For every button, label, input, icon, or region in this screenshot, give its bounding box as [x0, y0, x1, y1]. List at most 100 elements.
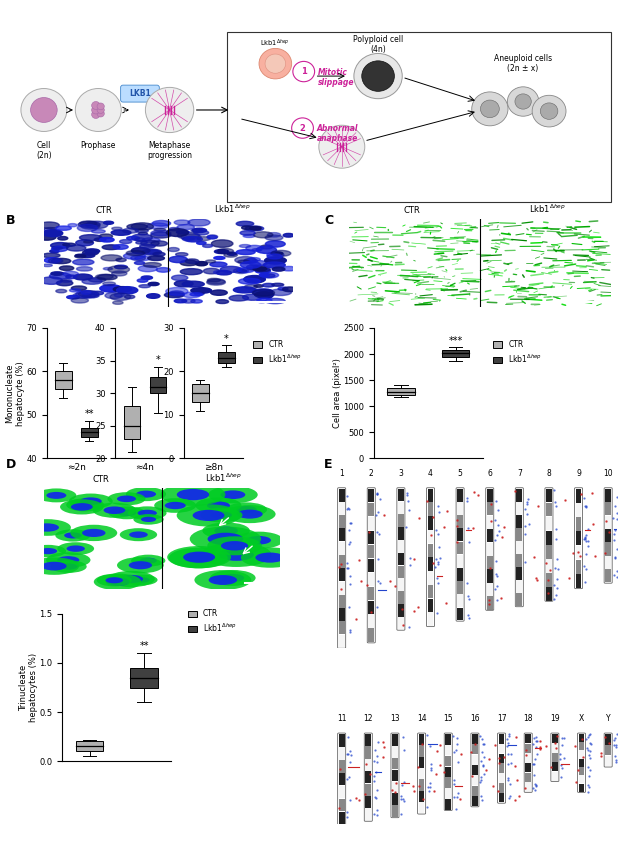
- Text: B: B: [6, 214, 16, 227]
- Ellipse shape: [239, 278, 260, 284]
- Bar: [525, 734, 531, 743]
- Ellipse shape: [184, 236, 202, 242]
- Circle shape: [354, 54, 402, 98]
- Ellipse shape: [46, 553, 90, 568]
- Bar: [55, 372, 72, 389]
- Ellipse shape: [39, 548, 57, 554]
- Text: *: *: [156, 355, 160, 365]
- Ellipse shape: [207, 501, 230, 510]
- Ellipse shape: [126, 574, 158, 585]
- Bar: [81, 428, 98, 436]
- Ellipse shape: [260, 245, 273, 249]
- Ellipse shape: [247, 265, 259, 269]
- Bar: [427, 571, 434, 584]
- Bar: [546, 503, 552, 516]
- Ellipse shape: [267, 233, 280, 237]
- Ellipse shape: [108, 492, 145, 505]
- Bar: [487, 502, 493, 516]
- Bar: [472, 775, 478, 785]
- Text: **: **: [85, 409, 94, 419]
- Ellipse shape: [108, 506, 145, 519]
- Text: (2n ± x): (2n ± x): [508, 64, 539, 72]
- Bar: [498, 764, 505, 773]
- Ellipse shape: [73, 293, 91, 299]
- Ellipse shape: [207, 537, 262, 555]
- Ellipse shape: [214, 250, 229, 253]
- Ellipse shape: [169, 547, 228, 569]
- Bar: [339, 516, 345, 528]
- Ellipse shape: [202, 522, 250, 539]
- Ellipse shape: [234, 532, 283, 549]
- Ellipse shape: [252, 249, 262, 251]
- Ellipse shape: [115, 265, 127, 269]
- Ellipse shape: [221, 267, 242, 272]
- Bar: [445, 766, 451, 777]
- Ellipse shape: [42, 264, 52, 267]
- Text: LKB1: LKB1: [129, 89, 151, 98]
- Bar: [606, 542, 611, 556]
- Ellipse shape: [203, 268, 219, 274]
- Ellipse shape: [174, 281, 193, 287]
- Ellipse shape: [161, 484, 226, 506]
- Ellipse shape: [282, 267, 296, 271]
- Circle shape: [92, 106, 100, 114]
- Circle shape: [319, 125, 365, 168]
- Bar: [392, 770, 398, 781]
- Bar: [552, 771, 558, 780]
- Ellipse shape: [177, 225, 194, 230]
- Ellipse shape: [113, 287, 131, 292]
- Ellipse shape: [254, 284, 264, 288]
- Bar: [392, 746, 398, 758]
- Bar: [419, 745, 424, 757]
- Ellipse shape: [260, 289, 272, 294]
- Y-axis label: Mononucleate
hepatocyte (%): Mononucleate hepatocyte (%): [6, 361, 25, 426]
- Bar: [419, 734, 424, 745]
- Bar: [366, 759, 371, 771]
- Bar: [546, 516, 552, 531]
- Ellipse shape: [83, 250, 98, 256]
- Ellipse shape: [207, 279, 225, 284]
- Ellipse shape: [138, 232, 148, 235]
- Ellipse shape: [74, 274, 92, 280]
- Ellipse shape: [103, 506, 125, 514]
- Bar: [472, 754, 478, 764]
- Circle shape: [92, 110, 100, 119]
- Ellipse shape: [237, 270, 247, 272]
- Ellipse shape: [35, 523, 59, 532]
- Ellipse shape: [180, 260, 197, 266]
- Text: 18: 18: [523, 714, 533, 723]
- Ellipse shape: [29, 558, 79, 575]
- Ellipse shape: [190, 293, 202, 296]
- Ellipse shape: [250, 226, 261, 230]
- Ellipse shape: [238, 260, 250, 263]
- Ellipse shape: [80, 221, 97, 225]
- Ellipse shape: [66, 275, 77, 278]
- Ellipse shape: [123, 253, 145, 259]
- Ellipse shape: [243, 235, 255, 237]
- Bar: [552, 753, 558, 762]
- Bar: [366, 734, 371, 746]
- Ellipse shape: [44, 257, 60, 263]
- Bar: [552, 743, 558, 753]
- Text: C: C: [324, 214, 333, 227]
- Ellipse shape: [242, 226, 252, 230]
- Bar: [606, 756, 611, 766]
- Ellipse shape: [82, 294, 99, 298]
- Ellipse shape: [76, 290, 97, 298]
- Bar: [427, 489, 434, 502]
- Ellipse shape: [166, 288, 188, 295]
- Ellipse shape: [117, 287, 138, 294]
- Ellipse shape: [151, 230, 171, 235]
- Ellipse shape: [75, 255, 86, 258]
- Ellipse shape: [260, 272, 278, 278]
- Bar: [606, 529, 611, 542]
- Ellipse shape: [100, 237, 114, 242]
- Ellipse shape: [139, 284, 150, 288]
- Ellipse shape: [129, 532, 148, 538]
- Bar: [339, 812, 345, 824]
- Ellipse shape: [131, 555, 165, 567]
- Bar: [339, 555, 345, 568]
- Ellipse shape: [219, 548, 254, 561]
- Bar: [445, 756, 451, 766]
- Bar: [427, 502, 434, 516]
